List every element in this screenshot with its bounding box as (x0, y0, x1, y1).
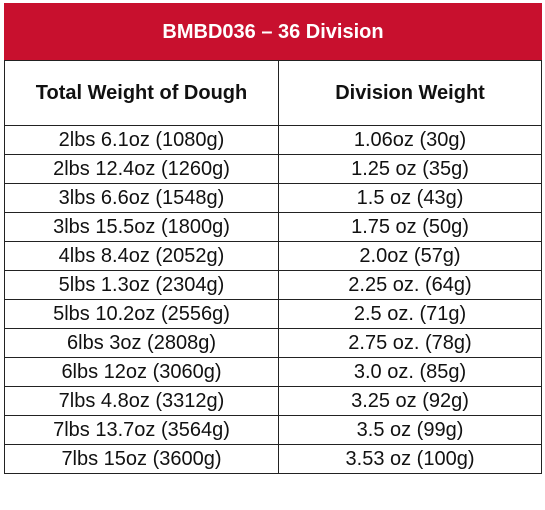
division-weight-cell: 3.25 oz (92g) (277, 386, 543, 416)
total-weight-cell: 6lbs 12oz (3060g) (4, 357, 279, 387)
table-row: 3lbs 6.6oz (1548g) 1.5 oz (43g) (4, 183, 543, 213)
header-row: Total Weight of Dough Division Weight (4, 60, 543, 126)
division-weight-cell: 3.53 oz (100g) (277, 444, 543, 474)
table-row: 7lbs 4.8oz (3312g) 3.25 oz (92g) (4, 386, 543, 416)
header-division-weight: Division Weight (277, 60, 543, 126)
division-table-container: BMBD036 – 36 Division Total Weight of Do… (3, 3, 543, 474)
division-weight-cell: 3.5 oz (99g) (277, 415, 543, 445)
table-row: 3lbs 15.5oz (1800g) 1.75 oz (50g) (4, 212, 543, 242)
table-row: 7lbs 13.7oz (3564g) 3.5 oz (99g) (4, 415, 543, 445)
table-row: 2lbs 12.4oz (1260g) 1.25 oz (35g) (4, 154, 543, 184)
table-row: 4lbs 8.4oz (2052g) 2.0oz (57g) (4, 241, 543, 271)
table-row: 5lbs 1.3oz (2304g) 2.25 oz. (64g) (4, 270, 543, 300)
division-weight-cell: 3.0 oz. (85g) (277, 357, 543, 387)
division-weight-cell: 2.75 oz. (78g) (277, 328, 543, 358)
division-weight-cell: 2.0oz (57g) (277, 241, 543, 271)
division-weight-cell: 1.75 oz (50g) (277, 212, 543, 242)
division-table: BMBD036 – 36 Division Total Weight of Do… (3, 3, 543, 474)
total-weight-cell: 2lbs 12.4oz (1260g) (4, 154, 279, 184)
total-weight-cell: 5lbs 10.2oz (2556g) (4, 299, 279, 329)
table-row: 6lbs 3oz (2808g) 2.75 oz. (78g) (4, 328, 543, 358)
division-weight-cell: 2.25 oz. (64g) (277, 270, 543, 300)
total-weight-cell: 5lbs 1.3oz (2304g) (4, 270, 279, 300)
division-weight-cell: 1.25 oz (35g) (277, 154, 543, 184)
total-weight-cell: 6lbs 3oz (2808g) (4, 328, 279, 358)
table-row: 6lbs 12oz (3060g) 3.0 oz. (85g) (4, 357, 543, 387)
total-weight-cell: 4lbs 8.4oz (2052g) (4, 241, 279, 271)
title-row: BMBD036 – 36 Division (3, 3, 543, 61)
total-weight-cell: 7lbs 15oz (3600g) (4, 444, 279, 474)
table-row: 7lbs 15oz (3600g) 3.53 oz (100g) (4, 444, 543, 474)
total-weight-cell: 3lbs 15.5oz (1800g) (4, 212, 279, 242)
table-body: 2lbs 6.1oz (1080g) 1.06oz (30g) 2lbs 12.4o… (4, 125, 543, 474)
total-weight-cell: 7lbs 4.8oz (3312g) (4, 386, 279, 416)
total-weight-cell: 7lbs 13.7oz (3564g) (4, 415, 279, 445)
table-row: 5lbs 10.2oz (2556g) 2.5 oz. (71g) (4, 299, 543, 329)
table-title: BMBD036 – 36 Division (3, 3, 543, 61)
division-weight-cell: 1.06oz (30g) (277, 125, 543, 155)
division-weight-cell: 1.5 oz (43g) (277, 183, 543, 213)
total-weight-cell: 2lbs 6.1oz (1080g) (4, 125, 279, 155)
header-total-weight: Total Weight of Dough (4, 60, 279, 126)
total-weight-cell: 3lbs 6.6oz (1548g) (4, 183, 279, 213)
table-row: 2lbs 6.1oz (1080g) 1.06oz (30g) (4, 125, 543, 155)
division-weight-cell: 2.5 oz. (71g) (277, 299, 543, 329)
